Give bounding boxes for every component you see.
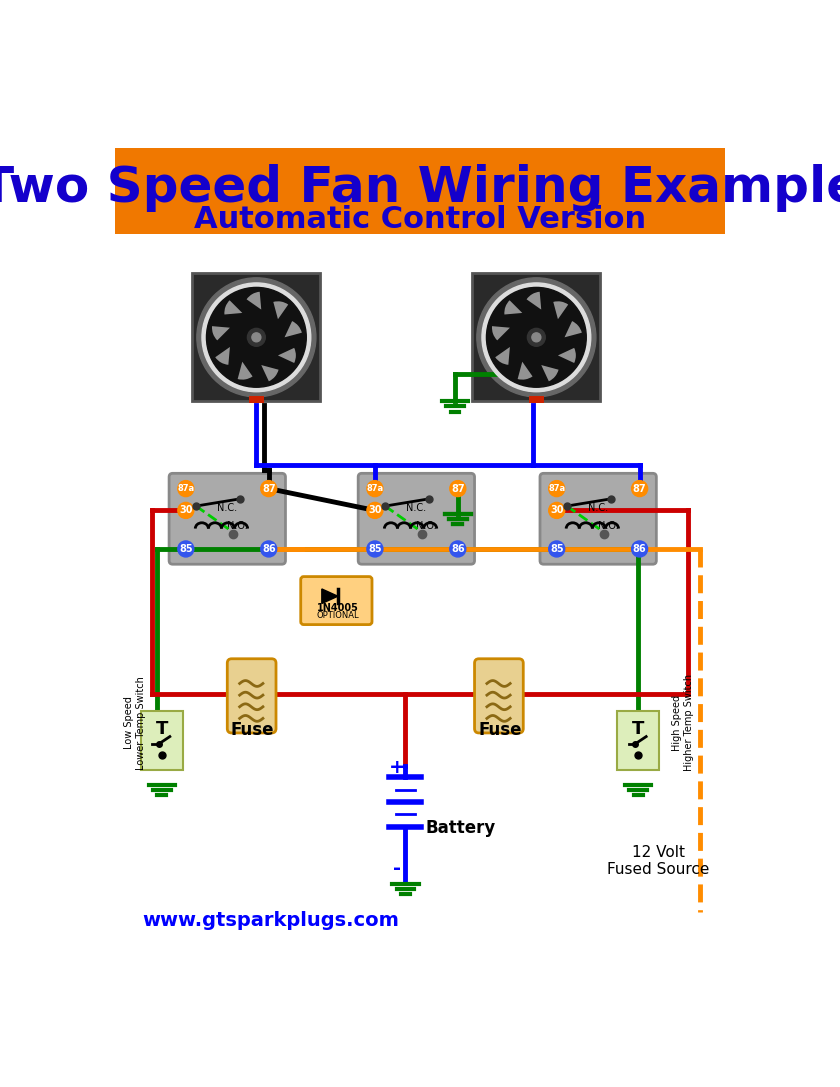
Text: N.O.: N.O. bbox=[417, 522, 437, 532]
Text: 30: 30 bbox=[368, 505, 381, 515]
FancyBboxPatch shape bbox=[114, 148, 726, 234]
Text: N.O.: N.O. bbox=[227, 522, 248, 532]
Text: Low Speed
Lower Temp Switch: Low Speed Lower Temp Switch bbox=[124, 676, 145, 770]
Circle shape bbox=[248, 328, 265, 347]
Wedge shape bbox=[541, 365, 559, 382]
Circle shape bbox=[260, 541, 276, 557]
Circle shape bbox=[367, 502, 383, 518]
Wedge shape bbox=[564, 321, 582, 337]
FancyBboxPatch shape bbox=[617, 711, 659, 770]
Text: 87a: 87a bbox=[366, 484, 384, 493]
FancyBboxPatch shape bbox=[141, 711, 183, 770]
Text: N.C.: N.C. bbox=[588, 502, 608, 512]
Wedge shape bbox=[261, 365, 279, 382]
Text: Fuse: Fuse bbox=[478, 721, 522, 739]
FancyBboxPatch shape bbox=[475, 659, 523, 733]
Circle shape bbox=[197, 278, 316, 397]
Text: N.O.: N.O. bbox=[598, 522, 619, 532]
Text: 87: 87 bbox=[262, 484, 276, 493]
Text: Fuse: Fuse bbox=[231, 721, 275, 739]
Wedge shape bbox=[247, 291, 261, 310]
Circle shape bbox=[178, 502, 194, 518]
Text: 1N4005: 1N4005 bbox=[317, 603, 359, 613]
Wedge shape bbox=[285, 321, 302, 337]
FancyBboxPatch shape bbox=[192, 273, 320, 401]
Text: 85: 85 bbox=[179, 544, 192, 554]
Circle shape bbox=[486, 287, 586, 387]
Circle shape bbox=[549, 541, 564, 557]
Circle shape bbox=[477, 278, 596, 397]
Text: 12 Volt
Fused Source: 12 Volt Fused Source bbox=[607, 845, 710, 877]
Circle shape bbox=[449, 480, 466, 497]
Text: N.C.: N.C. bbox=[407, 502, 427, 512]
Circle shape bbox=[632, 541, 648, 557]
Wedge shape bbox=[558, 348, 576, 363]
Text: +: + bbox=[388, 759, 405, 777]
Circle shape bbox=[549, 480, 564, 497]
Wedge shape bbox=[527, 291, 541, 310]
Wedge shape bbox=[215, 347, 230, 365]
Text: High Speed
Higher Temp Switch: High Speed Higher Temp Switch bbox=[673, 674, 694, 772]
Circle shape bbox=[260, 480, 276, 497]
Text: Two Speed Fan Wiring Example: Two Speed Fan Wiring Example bbox=[0, 164, 840, 212]
Circle shape bbox=[528, 328, 545, 347]
Circle shape bbox=[449, 541, 466, 557]
Text: 30: 30 bbox=[179, 505, 192, 515]
Text: -: - bbox=[393, 859, 401, 877]
Wedge shape bbox=[238, 362, 253, 379]
Circle shape bbox=[178, 541, 194, 557]
Text: OPTIONAL: OPTIONAL bbox=[317, 611, 360, 620]
Wedge shape bbox=[273, 301, 288, 320]
Text: 87a: 87a bbox=[177, 484, 194, 493]
Text: 85: 85 bbox=[368, 544, 381, 554]
Text: 87: 87 bbox=[633, 484, 647, 493]
Text: T: T bbox=[155, 721, 168, 738]
Wedge shape bbox=[496, 347, 510, 365]
Wedge shape bbox=[212, 326, 230, 340]
FancyBboxPatch shape bbox=[472, 273, 601, 401]
FancyBboxPatch shape bbox=[228, 659, 276, 733]
Circle shape bbox=[532, 333, 541, 341]
Text: N.C.: N.C. bbox=[218, 502, 238, 512]
Wedge shape bbox=[554, 301, 568, 320]
Text: 30: 30 bbox=[550, 505, 564, 515]
FancyBboxPatch shape bbox=[540, 473, 656, 564]
FancyBboxPatch shape bbox=[301, 576, 372, 625]
Circle shape bbox=[207, 287, 307, 387]
Text: 86: 86 bbox=[262, 544, 276, 554]
Text: Automatic Control Version: Automatic Control Version bbox=[194, 205, 646, 234]
Wedge shape bbox=[278, 348, 296, 363]
Text: Battery: Battery bbox=[426, 820, 496, 837]
Text: 86: 86 bbox=[451, 544, 465, 554]
FancyBboxPatch shape bbox=[529, 396, 543, 403]
Circle shape bbox=[632, 480, 648, 497]
Wedge shape bbox=[517, 362, 533, 379]
FancyBboxPatch shape bbox=[249, 396, 264, 403]
Circle shape bbox=[252, 333, 261, 341]
Text: www.gtsparkplugs.com: www.gtsparkplugs.com bbox=[142, 911, 399, 930]
Circle shape bbox=[367, 480, 383, 497]
Wedge shape bbox=[224, 300, 242, 314]
FancyBboxPatch shape bbox=[169, 473, 286, 564]
Text: 87a: 87a bbox=[549, 484, 565, 493]
Text: 86: 86 bbox=[633, 544, 647, 554]
Wedge shape bbox=[504, 300, 522, 314]
Text: 87: 87 bbox=[451, 484, 465, 493]
Polygon shape bbox=[322, 589, 338, 603]
Text: T: T bbox=[632, 721, 644, 738]
Circle shape bbox=[367, 541, 383, 557]
Circle shape bbox=[549, 502, 564, 518]
Text: 85: 85 bbox=[550, 544, 564, 554]
FancyBboxPatch shape bbox=[358, 473, 475, 564]
Wedge shape bbox=[492, 326, 510, 340]
Circle shape bbox=[178, 480, 194, 497]
Circle shape bbox=[202, 283, 311, 391]
Circle shape bbox=[482, 283, 591, 391]
